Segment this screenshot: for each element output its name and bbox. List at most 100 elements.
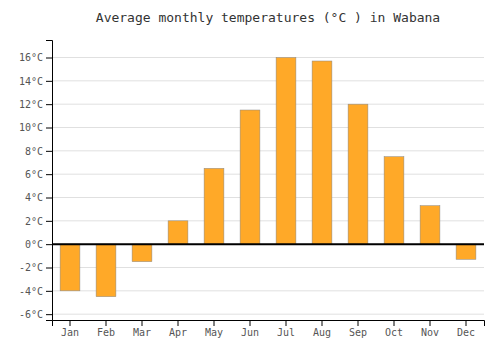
zero-line <box>52 243 484 245</box>
plot: -6°C -4°C -2°C 0°C 2°C 4°C 6°C 8°C 10°C 12°C 14°C 1… <box>19 41 485 339</box>
tick: Feb <box>97 320 115 338</box>
grid-line <box>52 80 484 81</box>
tick-label: 16°C <box>19 52 43 63</box>
tick-label: 8°C <box>25 146 43 157</box>
tick: Apr <box>169 320 187 338</box>
bar <box>96 244 116 297</box>
tick-mark <box>358 320 359 326</box>
tick-label: 2°C <box>25 216 43 227</box>
tick-label: 10°C <box>19 122 43 133</box>
tick: -2°C <box>19 262 52 273</box>
tick-mark <box>46 104 52 105</box>
bar <box>168 221 188 244</box>
tick-mark <box>46 174 52 175</box>
tick: 16°C <box>19 52 52 63</box>
tick-label: 14°C <box>19 76 43 87</box>
tick-mark <box>46 81 52 82</box>
tick-mark <box>70 320 71 326</box>
tick-label: Nov <box>421 327 439 338</box>
tick: Sep <box>349 320 367 338</box>
tick-label: 0°C <box>25 239 43 250</box>
grid-line <box>52 220 484 221</box>
tick: -6°C <box>19 309 52 320</box>
tick-mark <box>394 320 395 326</box>
tick-label: Aug <box>313 327 331 338</box>
bar <box>420 206 440 245</box>
tick: Jan <box>61 320 79 338</box>
tick: May <box>205 320 223 338</box>
tick-mark <box>46 291 52 292</box>
tick: Jul <box>277 320 295 338</box>
tick-mark <box>46 198 52 199</box>
tick-label: Jan <box>61 327 79 338</box>
tick-label: May <box>205 327 223 338</box>
tick: 2°C <box>25 216 52 227</box>
tick-label: Feb <box>97 327 115 338</box>
tick-label: 6°C <box>25 169 43 180</box>
tick-mark <box>142 320 143 326</box>
grid-line <box>52 150 484 151</box>
tick-label: Sep <box>349 327 367 338</box>
grid-line <box>52 244 484 245</box>
grid-line <box>52 267 484 268</box>
bar <box>456 244 476 259</box>
tick-mark <box>430 320 431 326</box>
tick: 6°C <box>25 169 52 180</box>
axis-line <box>53 321 485 327</box>
tick-mark <box>46 244 52 245</box>
tick-mark <box>178 320 179 326</box>
marks <box>60 58 476 297</box>
grid-line <box>52 127 484 128</box>
bar <box>132 244 152 262</box>
tick-label: -4°C <box>19 286 43 297</box>
tick-mark <box>466 320 467 326</box>
bar <box>384 157 404 245</box>
x-axis: Jan Feb Mar Apr May Jun Jul Aug Sep Oct Nov Dec <box>53 320 485 338</box>
tick: Nov <box>421 320 439 338</box>
chart: -6°C -4°C -2°C 0°C 2°C 4°C 6°C 8°C 10°C 12°C 14°C 1… <box>0 0 500 350</box>
tick-label: Oct <box>385 327 403 338</box>
y-axis: -6°C -4°C -2°C 0°C 2°C 4°C 6°C 8°C 10°C 12°C 14°C 1… <box>19 41 53 321</box>
tick: 0°C <box>25 239 52 250</box>
tick: 12°C <box>19 99 52 110</box>
bar <box>204 168 224 244</box>
tick-label: Jul <box>277 327 295 338</box>
tick-label: Mar <box>133 327 151 338</box>
tick-mark <box>46 314 52 315</box>
title: Average monthly temperatures (°C ) in Wa… <box>96 10 440 25</box>
tick-mark <box>214 320 215 326</box>
tick-label: Jun <box>241 327 259 338</box>
tick: Mar <box>133 320 151 338</box>
tick: 4°C <box>25 192 52 203</box>
tick-mark <box>322 320 323 326</box>
tick-label: -6°C <box>19 309 43 320</box>
tick: Jun <box>241 320 259 338</box>
grid <box>52 58 484 315</box>
grid-line <box>52 290 484 291</box>
grid-line <box>52 57 484 58</box>
tick: -4°C <box>19 286 52 297</box>
bar <box>312 61 332 244</box>
tick-label: Dec <box>457 327 475 338</box>
tick: Aug <box>313 320 331 338</box>
tick-mark <box>46 58 52 59</box>
bar <box>348 104 368 244</box>
tick-mark <box>250 320 251 326</box>
grid-line <box>52 314 484 315</box>
grid-line <box>52 104 484 105</box>
tick-mark <box>46 128 52 129</box>
tick: 8°C <box>25 146 52 157</box>
axis-line <box>46 41 53 321</box>
bar <box>60 244 80 291</box>
tick-label: -2°C <box>19 262 43 273</box>
tick-label: Apr <box>169 327 187 338</box>
tick-label: 12°C <box>19 99 43 110</box>
tick-mark <box>46 221 52 222</box>
tick-mark <box>106 320 107 326</box>
tick: 10°C <box>19 122 52 133</box>
bar <box>240 110 260 244</box>
tick: Dec <box>457 320 475 338</box>
tick: Oct <box>385 320 403 338</box>
tick-label: 4°C <box>25 192 43 203</box>
tick-mark <box>46 268 52 269</box>
